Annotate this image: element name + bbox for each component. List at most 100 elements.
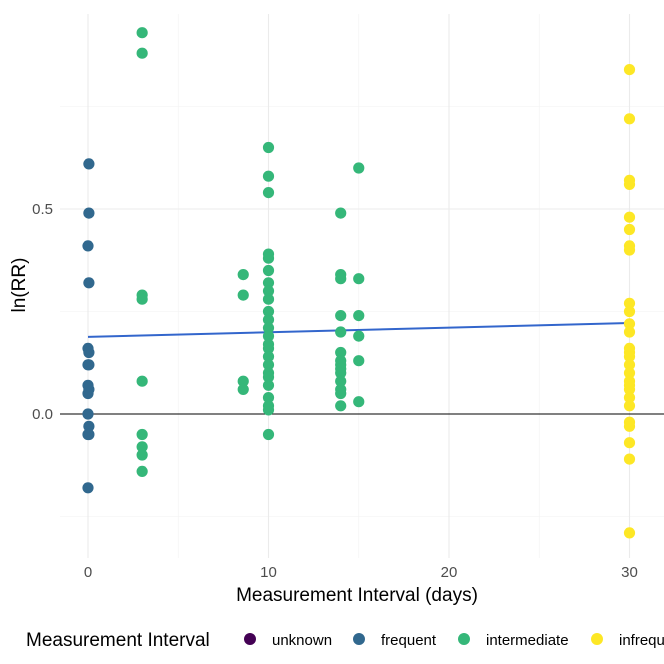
legend-title: Measurement Interval [26,630,210,651]
data-point-intermediate [262,170,275,182]
legend-entries: unknown frequent intermediate infrequent [244,632,664,649]
data-point-infrequent [623,64,636,76]
legend-label-infrequent: infrequent [619,632,664,649]
legend-label-unknown: unknown [272,632,332,649]
data-point-intermediate [335,346,347,359]
data-point-intermediate [262,428,275,441]
data-point-intermediate [353,396,365,408]
data-point-intermediate [353,330,365,342]
data-point-intermediate [335,400,347,412]
grid-major [60,14,664,558]
data-point-frequent [83,277,95,289]
data-point-infrequent [623,318,636,330]
data-point-intermediate [136,293,148,305]
data-point-infrequent [623,392,636,404]
data-point-infrequent [623,453,636,465]
data-point-infrequent [623,297,636,309]
data-point-frequent [83,359,95,371]
data-point-infrequent [623,305,636,318]
data-point-intermediate [335,326,347,338]
y-tick-label: 0.0 [32,406,53,423]
data-point-infrequent [623,223,636,236]
y-axis-title: ln(RR) [9,258,30,313]
data-point-infrequent [623,437,636,449]
data-point-frequent [82,482,94,494]
data-point-intermediate [237,269,249,281]
data-point-intermediate [262,392,275,404]
data-point-infrequent [623,367,636,379]
data-point-infrequent [623,527,636,539]
data-point-infrequent [623,244,636,256]
legend-label-intermediate: intermediate [486,632,569,649]
data-point-intermediate [237,375,249,387]
data-point-frequent [82,387,94,400]
data-point-intermediate [262,351,275,363]
data-point-intermediate [262,404,275,416]
data-point-frequent [82,240,94,252]
data-point-frequent [83,158,95,170]
data-point-intermediate [262,141,275,154]
data-point-infrequent [623,178,636,190]
data-point-infrequent [623,359,636,371]
data-point-intermediate [262,342,275,354]
data-point-intermediate [335,273,347,285]
data-point-intermediate [237,383,249,395]
data-point-frequent [82,408,94,420]
data-point-intermediate [262,293,275,305]
legend-label-frequent: frequent [381,632,437,649]
data-point-intermediate [136,441,148,453]
x-axis-title: Measurement Interval (days) [236,585,478,606]
data-point-intermediate [335,310,347,322]
data-point-intermediate [262,379,275,391]
data-point-infrequent [623,351,636,363]
data-point-infrequent [623,420,636,432]
data-point-frequent [83,346,95,359]
legend-key-intermediate [458,633,470,645]
data-point-intermediate [262,314,275,326]
data-point-intermediate [136,465,148,477]
x-tick-label: 0 [84,564,92,581]
data-point-infrequent [623,383,636,395]
grid-minor [60,14,664,558]
trend-line [87,321,630,338]
data-point-intermediate [262,252,275,264]
data-point-intermediate [136,375,148,387]
y-tick-labels: 0.0 0.5 [32,201,53,423]
x-tick-label: 30 [621,564,638,581]
data-point-intermediate [335,207,347,219]
data-point-intermediate [353,273,365,285]
data-point-intermediate [262,371,275,383]
data-point-infrequent [623,400,636,412]
data-point-frequent [83,207,95,219]
data-point-intermediate [353,310,365,322]
legend: Measurement Interval unknown frequent inte… [26,630,664,651]
legend-key-unknown [244,633,256,645]
data-point-intermediate [262,285,275,297]
data-point-intermediate [136,27,148,39]
data-point-intermediate [262,187,275,199]
x-tick-label: 20 [441,564,458,581]
data-point-intermediate [353,162,365,174]
data-point-infrequent [623,326,636,338]
data-point-intermediate [262,264,275,277]
data-point-intermediate [335,387,347,400]
data-point-intermediate [237,289,249,301]
data-point-intermediate [136,449,148,461]
legend-key-frequent [353,633,365,645]
x-tick-labels: 0 10 20 30 [84,564,638,581]
data-point-frequent [83,428,95,441]
data-point-intermediate [262,305,275,318]
data-point-intermediate [262,330,275,342]
x-tick-label: 10 [260,564,277,581]
data-point-intermediate [136,47,148,59]
legend-key-infrequent [591,633,603,645]
data-point-intermediate [353,355,365,367]
data-point-frequent [83,420,95,432]
data-point-infrequent [623,211,636,223]
data-point-intermediate [136,428,148,441]
data-point-intermediate [335,375,347,387]
data-points [82,27,636,539]
y-tick-label: 0.5 [32,201,53,218]
data-point-intermediate [335,367,347,379]
